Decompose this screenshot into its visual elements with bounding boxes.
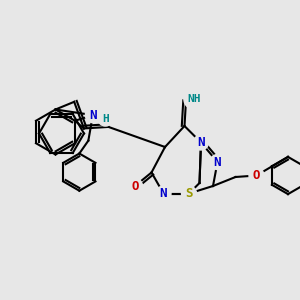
Circle shape — [98, 111, 113, 126]
Circle shape — [249, 168, 264, 183]
Text: H: H — [102, 113, 109, 124]
Text: NH: NH — [188, 94, 201, 104]
Text: O: O — [131, 179, 139, 193]
Text: N: N — [214, 155, 221, 169]
Circle shape — [85, 108, 100, 123]
Circle shape — [182, 186, 196, 201]
Text: S: S — [185, 187, 193, 200]
Circle shape — [128, 178, 142, 194]
Circle shape — [194, 135, 208, 150]
Text: N: N — [89, 109, 97, 122]
Text: N: N — [197, 136, 205, 149]
Text: O: O — [253, 169, 260, 182]
Circle shape — [210, 154, 225, 169]
Circle shape — [184, 88, 205, 110]
Circle shape — [156, 186, 171, 201]
Text: N: N — [160, 187, 167, 200]
